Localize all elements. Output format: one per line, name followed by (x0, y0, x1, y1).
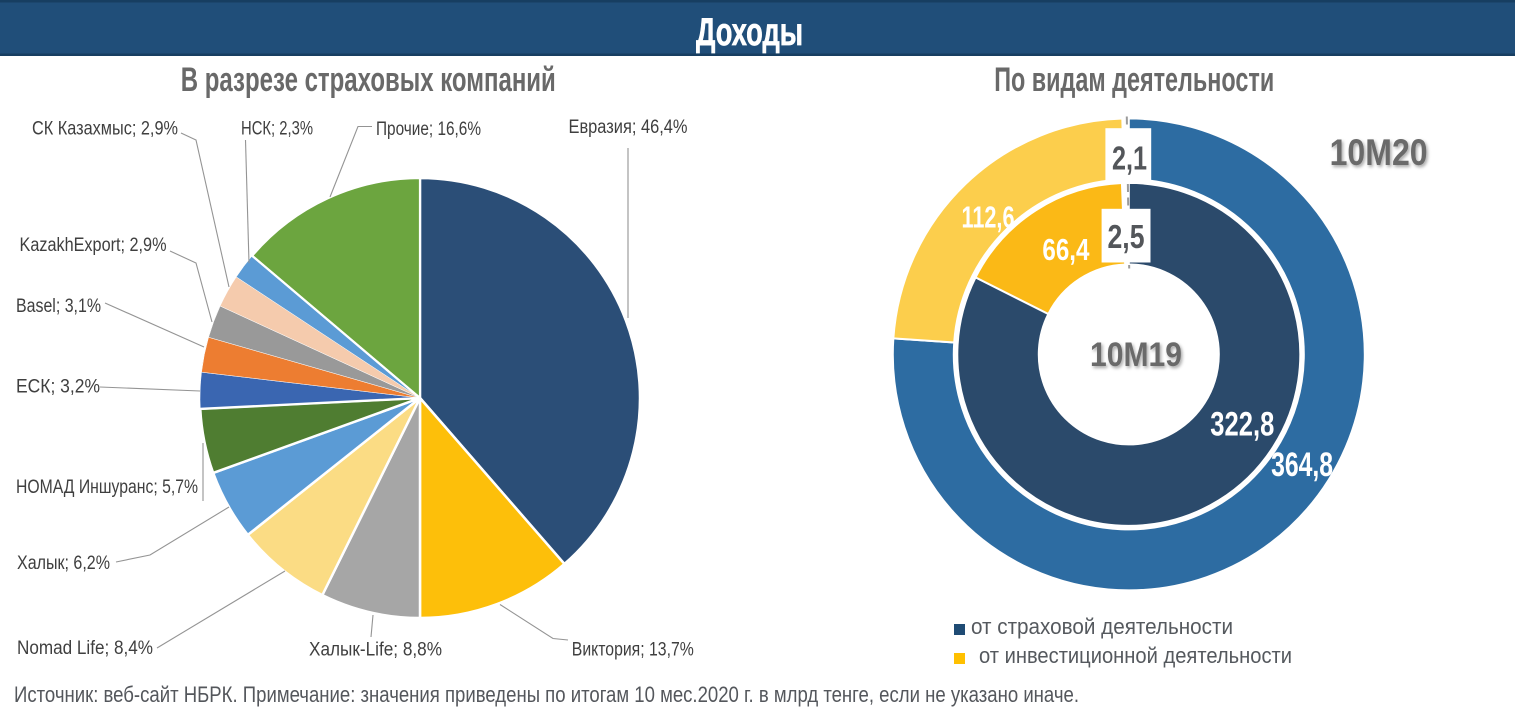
svg-text:от страховой деятельности: от страховой деятельности (971, 614, 1233, 639)
svg-text:364,8: 364,8 (1271, 446, 1333, 484)
svg-text:СК Казахмыс; 2,9%: СК Казахмыс; 2,9% (32, 119, 178, 140)
svg-text:Nomad Life; 8,4%: Nomad Life; 8,4% (17, 638, 153, 659)
svg-text:Евразия; 46,4%: Евразия; 46,4% (569, 117, 688, 138)
svg-text:от инвестиционной деятельности: от инвестиционной деятельности (979, 643, 1292, 668)
svg-text:KazakhExport; 2,9%: KazakhExport; 2,9% (20, 235, 167, 256)
svg-text:Халык; 6,2%: Халык; 6,2% (17, 553, 110, 574)
svg-text:ЕСК; 3,2%: ЕСК; 3,2% (16, 377, 100, 398)
svg-text:В разрезе страховых компаний: В разрезе страховых компаний (181, 61, 556, 99)
svg-text:Basel; 3,1%: Basel; 3,1% (16, 296, 101, 317)
svg-text:66,4: 66,4 (1042, 232, 1090, 267)
svg-text:Виктория; 13,7%: Виктория; 13,7% (572, 640, 694, 661)
svg-text:Прочие; 16,6%: Прочие; 16,6% (376, 119, 481, 140)
svg-text:322,8: 322,8 (1210, 406, 1274, 444)
svg-text:2,5: 2,5 (1108, 218, 1145, 255)
svg-text:2,1: 2,1 (1112, 140, 1147, 177)
svg-text:112,6: 112,6 (962, 200, 1015, 235)
svg-text:НСК; 2,3%: НСК; 2,3% (241, 119, 313, 140)
svg-text:Доходы: Доходы (696, 11, 803, 54)
svg-text:Халык-Life; 8,8%: Халык-Life; 8,8% (309, 640, 442, 661)
svg-text:НОМАД Иншуранс; 5,7%: НОМАД Иншуранс; 5,7% (16, 477, 198, 498)
svg-text:10M19: 10M19 (1090, 336, 1182, 374)
svg-text:10M20: 10M20 (1330, 132, 1428, 173)
svg-text:По видам деятельности: По видам деятельности (994, 61, 1274, 99)
svg-text:Источник: веб-сайт НБРК. Прим: Источник: веб-сайт НБРК. Примечание: зна… (14, 682, 1079, 707)
